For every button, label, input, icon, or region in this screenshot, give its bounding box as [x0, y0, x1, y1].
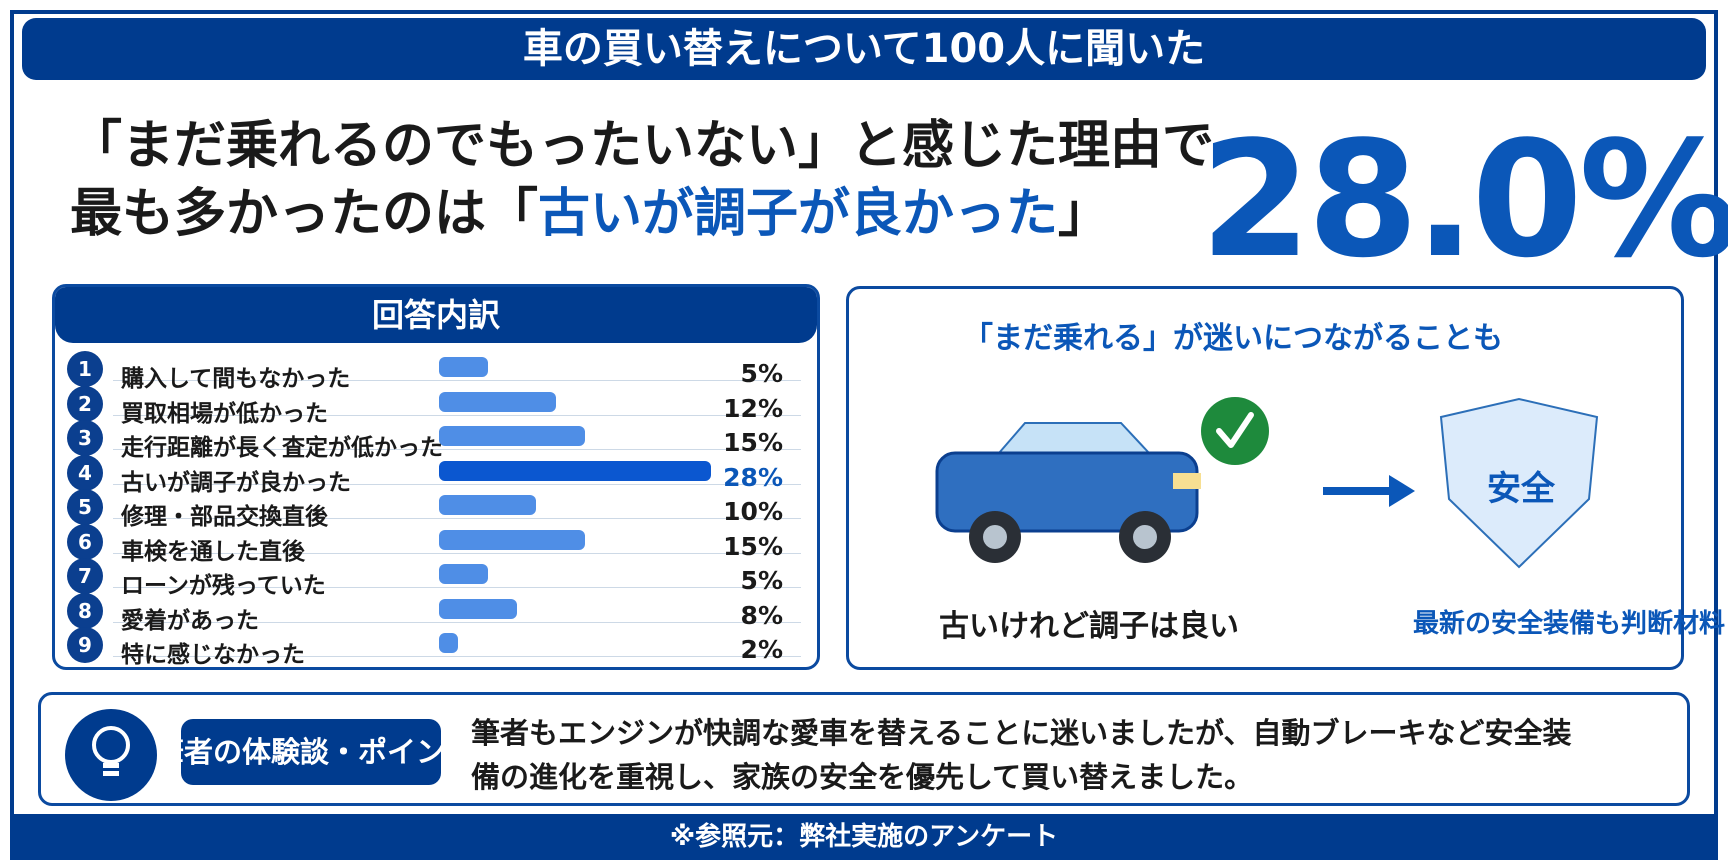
chart-row: 1 購入して間もなかった 5%: [55, 351, 817, 392]
row-divider: [113, 518, 801, 519]
category-label: 購入して間もなかった: [121, 366, 351, 392]
value-label: 8%: [740, 600, 783, 630]
row-divider: [113, 552, 801, 554]
episode-text: 筆者もエンジンが快調な愛車を替えることに迷いましたが、自動ブレーキなど安全装 備…: [471, 711, 1671, 799]
row-divider: [113, 414, 801, 416]
bar: [439, 633, 459, 653]
illustration-title: 「まだ乗れる」が迷いにつながることも: [963, 321, 1503, 356]
category-label: ローンが残っていた: [121, 573, 326, 599]
bar: [439, 357, 488, 377]
episode-text-line1: 筆者もエンジンが快調な愛車を替えることに迷いましたが、自動ブレーキなど安全装: [471, 716, 1572, 750]
chart-row: 8 愛着があった 8%: [55, 592, 817, 634]
rank-badge: 8: [67, 592, 103, 629]
episode-text-line2: 備の進化を重視し、家族の安全を優先して買い替えました。: [471, 760, 1254, 794]
value-label: 2%: [740, 635, 783, 664]
chart-row: 9 特に感じなかった 2%: [55, 627, 817, 667]
rank-badge: 1: [67, 351, 103, 387]
safety-caption: 最新の安全装備も判断材料: [1413, 609, 1726, 639]
headline-line2: 最も多かったのは「古いが調子が良かった」: [70, 180, 1214, 248]
illustration-graphic: [935, 397, 1599, 569]
bar: [439, 426, 585, 446]
check-icon: [1201, 397, 1269, 465]
row-divider: [113, 656, 801, 657]
headline-line2-pre: 最も多かったのは「: [70, 184, 539, 244]
category-label: 買取相場が低かった: [121, 400, 328, 427]
row-divider: [113, 483, 801, 485]
category-label: 特に感じなかった: [121, 642, 305, 668]
category-label: 愛着があった: [121, 607, 259, 634]
value-label: 15%: [723, 428, 783, 457]
category-label: 修理・部品交換直後: [121, 504, 328, 530]
bar: [439, 460, 711, 481]
shield-word: 安全: [1487, 469, 1555, 509]
breakdown-rows: 1 購入して間もなかった 5% 2 買取相場が低かった 12% 3 走行距離が長く査定が低かっ…: [55, 351, 817, 667]
headline: 「まだ乗れるのでもったいない」と感じた理由で 最も多かったのは「古いが調子が良か…: [70, 112, 1214, 248]
footer-note: ※参照元：弊社実施のアンケート: [10, 814, 1718, 860]
chart-row: 6 車検を通した直後 15%: [55, 523, 817, 565]
lightbulb-icon: [65, 709, 157, 801]
chart-row: 3 走行距離が長く査定が低かった 15%: [55, 420, 817, 461]
chart-row: 7 ローンが残っていた 5%: [55, 558, 817, 599]
headline-line1: 「まだ乗れるのでもったいない」と感じた理由で: [70, 116, 1215, 176]
value-label: 5%: [740, 566, 783, 595]
illustration-panel: 「まだ乗れる」が迷いにつながることも 安全 古いけれど調子は良い 最新の安全装備…: [846, 286, 1725, 670]
bar: [439, 391, 556, 412]
banner-title: 車の買い替えについて100人に聞いた: [22, 18, 1706, 80]
bar: [439, 529, 585, 550]
chart-row: 4 古いが調子が良かった 28%: [55, 454, 817, 496]
car-caption: 古いけれど調子は良い: [939, 609, 1239, 644]
episode-panel: 筆者の体験談・ポイント 筆者もエンジンが快調な愛車を替えることに迷いましたが、自…: [38, 692, 1690, 806]
rank-badge: 2: [67, 385, 103, 422]
rank-badge: 3: [67, 420, 103, 456]
car-icon: [935, 422, 1201, 563]
rank-badge: 9: [67, 627, 103, 663]
bar: [439, 598, 517, 619]
category-label: 走行距離が長く査定が低かった: [121, 435, 443, 461]
arrow-right-icon: [1323, 475, 1415, 507]
row-divider: [113, 587, 801, 588]
category-label: 車検を通した直後: [121, 538, 305, 565]
chart-row: 2 買取相場が低かった 12%: [55, 385, 817, 427]
bar: [439, 495, 537, 515]
breakdown-panel: 回答内訳 1 購入して間もなかった 5% 2 買取相場が低かった 12% 3 走行距離が長く査…: [52, 284, 820, 670]
shield-icon: [1439, 397, 1599, 569]
chart-row: 5 修理・部品交換直後 10%: [55, 489, 817, 530]
breakdown-title: 回答内訳: [55, 287, 817, 343]
headline-line2-post: 」: [1058, 184, 1111, 244]
value-label: 5%: [740, 359, 783, 388]
episode-label: 筆者の体験談・ポイント: [181, 719, 441, 785]
rank-badge: 7: [67, 558, 103, 594]
big-stat: 28.0%: [1200, 106, 1728, 293]
value-label: 10%: [723, 497, 783, 526]
headline-highlight: 古いが調子が良かった: [538, 184, 1059, 244]
rank-badge: 6: [67, 523, 103, 560]
rank-badge: 5: [67, 489, 103, 525]
category-label: 古いが調子が良かった: [121, 469, 351, 496]
bar: [439, 564, 488, 584]
value-label: 12%: [723, 393, 783, 423]
row-divider: [113, 449, 801, 450]
row-divider: [113, 621, 801, 623]
rank-badge: 4: [67, 454, 103, 491]
row-divider: [113, 380, 801, 381]
value-label: 28%: [723, 462, 783, 492]
value-label: 15%: [723, 531, 783, 561]
